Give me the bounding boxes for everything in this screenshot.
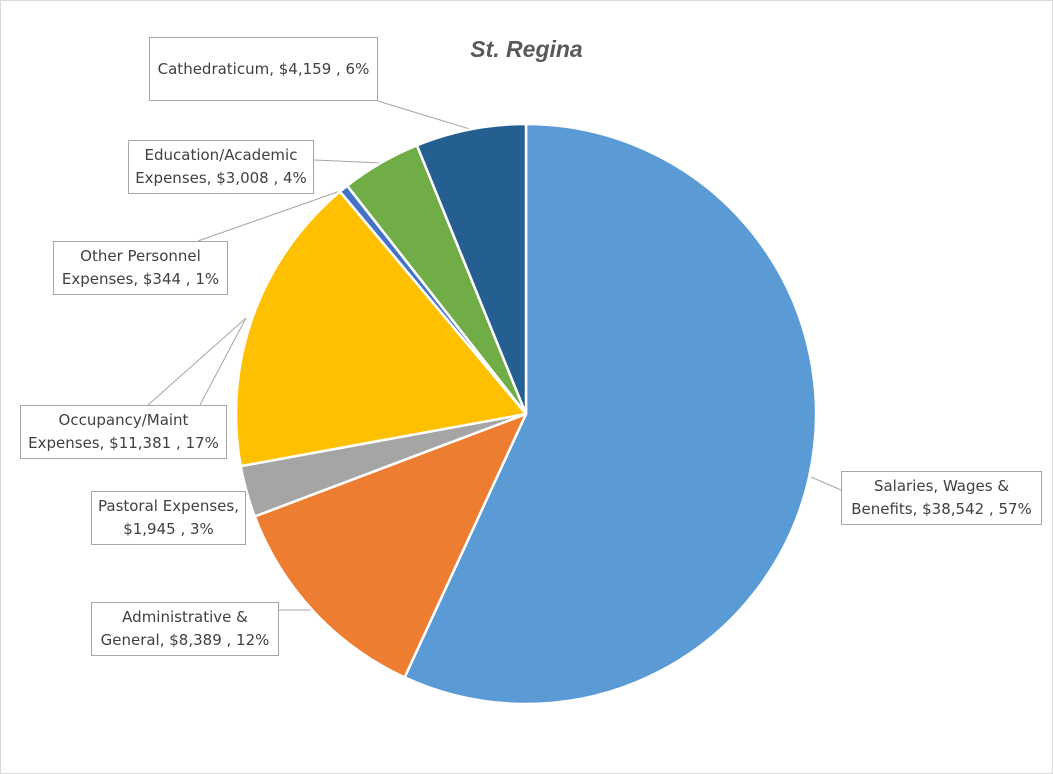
pie-slice-cathedraticum [415, 122, 528, 416]
data-label-salaries: Salaries, Wages & Benefits, $38,542 , 57… [841, 471, 1042, 525]
chart-title: St. Regina [470, 36, 583, 62]
leader-line-occupancy [147, 317, 247, 406]
data-label-cathedraticum: Cathedraticum, $4,159 , 6% [149, 37, 378, 101]
pie-slice-salaries [403, 122, 818, 706]
leader-line-occupancy [199, 317, 247, 406]
leader-lines [147, 100, 842, 611]
leader-line-salaries [810, 476, 842, 491]
data-label-education: Education/Academic Expenses, $3,008 , 4% [128, 140, 314, 194]
data-label-other-personnel: Other Personnel Expenses, $344 , 1% [53, 241, 228, 295]
data-label-administrative: Administrative & General, $8,389 , 12% [91, 602, 279, 656]
pie-slice-administrative [253, 412, 528, 679]
leader-line-other-personnel [197, 189, 344, 242]
data-label-pastoral: Pastoral Expenses, $1,945 , 3% [91, 491, 246, 545]
leader-line-cathedraticum [377, 100, 474, 131]
pie-slice-occupancy [234, 190, 528, 468]
pie-slices [234, 122, 818, 706]
leader-line-education [313, 159, 383, 164]
data-label-occupancy: Occupancy/Maint Expenses, $11,381 , 17% [20, 405, 227, 459]
